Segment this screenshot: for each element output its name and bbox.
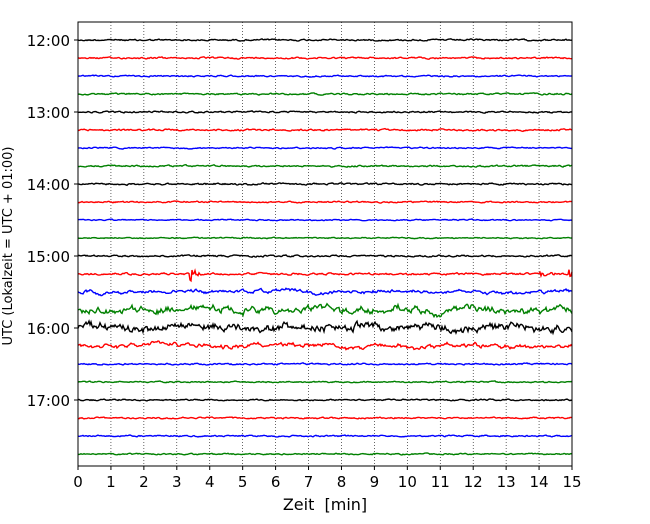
trace-1245: [77, 92, 573, 96]
y-tick-label: 14:00: [27, 176, 70, 194]
y-tick-label: 17:00: [27, 392, 70, 410]
trace-1200: [77, 38, 573, 42]
y-tick-label: 15:00: [27, 248, 70, 266]
trace-1230: [77, 74, 573, 78]
trace-1315: [77, 127, 573, 133]
trace-1745: [77, 452, 573, 456]
y-tick-label: 16:00: [27, 320, 70, 338]
x-tick-label: 3: [172, 473, 182, 491]
x-tick-label: 9: [370, 473, 380, 491]
trace-1700: [77, 398, 573, 402]
x-tick-label: 10: [398, 473, 417, 491]
trace-1345: [77, 163, 573, 168]
x-axis-ticks: 0 1 2 3 4 5 6 7 8 9 10 11 12 13 14 15: [73, 466, 582, 491]
x-tick-label: 13: [497, 473, 516, 491]
x-tick-label: 12: [464, 473, 483, 491]
trace-1330: [77, 146, 573, 150]
trace-1445: [77, 236, 573, 240]
x-tick-label: 15: [562, 473, 581, 491]
x-tick-label: 8: [337, 473, 347, 491]
x-tick-label: 4: [205, 473, 215, 491]
trace-1715: [77, 416, 573, 420]
x-tick-label: 0: [73, 473, 83, 491]
trace-1215: [77, 56, 573, 60]
x-tick-label: 1: [106, 473, 116, 491]
trace-1530: [77, 287, 573, 297]
trace-1430: [77, 218, 573, 222]
trace-1500: [77, 254, 573, 258]
y-axis-ticks: 12:00 13:00 14:00 15:00 16:00 17:00: [27, 32, 78, 410]
x-tick-label: 5: [238, 473, 248, 491]
x-tick-label: 6: [271, 473, 281, 491]
trace-1645: [77, 380, 573, 384]
trace-1400: [78, 182, 573, 187]
seismic-traces: [77, 38, 573, 456]
plot-frame: [77, 21, 573, 467]
y-tick-label: 12:00: [27, 32, 70, 50]
x-tick-label: 14: [530, 473, 549, 491]
trace-1615: [77, 340, 573, 351]
trace-1630: [77, 362, 573, 366]
y-axis-label: UTC (Lokalzeit = UTC + 01:00): [1, 147, 16, 346]
x-tick-label: 11: [431, 473, 450, 491]
x-axis-label: Zeit [min]: [283, 495, 367, 514]
grid-lines: [110, 22, 540, 466]
trace-1545: [77, 302, 573, 319]
x-tick-label: 2: [139, 473, 149, 491]
x-tick-label: 7: [304, 473, 314, 491]
trace-1300: [77, 110, 573, 114]
trace-1415: [77, 200, 573, 204]
trace-1730: [77, 434, 573, 438]
y-tick-label: 13:00: [27, 104, 70, 122]
trace-1515: [77, 268, 573, 283]
trace-1600: [77, 319, 573, 336]
